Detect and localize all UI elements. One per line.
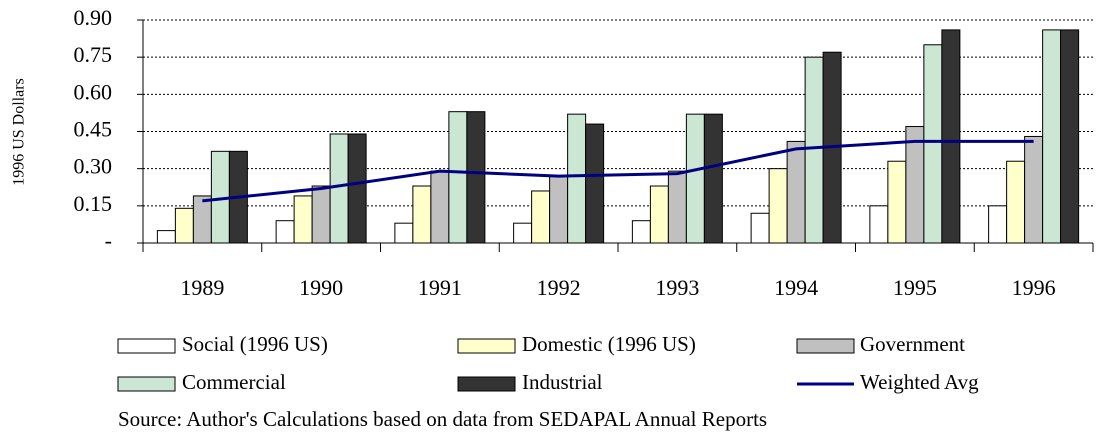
bar: [412, 185, 432, 244]
bar: [531, 190, 551, 244]
bar: [192, 195, 212, 244]
x-tick-label: 1993: [655, 275, 699, 300]
legend-label: Commercial: [182, 370, 286, 394]
bar: [869, 205, 889, 244]
legend-swatch: [796, 338, 855, 354]
bar: [156, 230, 176, 244]
bar: [887, 160, 907, 244]
y-tick-label: 0.15: [74, 191, 113, 216]
legend-label: Weighted Avg: [860, 370, 979, 394]
y-tick-label: 0.75: [74, 42, 113, 67]
y-axis-label: 1996 US Dollars: [11, 78, 28, 186]
bar: [275, 220, 295, 244]
x-tick-label: 1990: [299, 275, 343, 300]
y-tick-label: 0.45: [74, 117, 113, 142]
bar: [394, 222, 414, 244]
line-series: [202, 139, 1034, 203]
legend-swatch: [457, 338, 516, 354]
bar: [549, 175, 569, 244]
bar: [905, 126, 925, 244]
legend-swatch: [117, 338, 176, 354]
bar: [631, 220, 651, 244]
y-tick-label: 0.30: [74, 154, 113, 179]
bar: [174, 207, 194, 244]
y-tick-label: 0.90: [74, 5, 113, 30]
bar: [448, 111, 468, 244]
bar: [923, 44, 943, 244]
x-tick-label: 1992: [537, 275, 581, 300]
bar: [685, 113, 705, 244]
y-tick-label: -: [105, 228, 112, 253]
bar: [466, 111, 486, 244]
source-note: Source: Author's Calculations based on d…: [118, 407, 767, 431]
bar: [667, 170, 687, 244]
bar: [329, 133, 349, 244]
bar: [750, 212, 770, 244]
bar: [768, 168, 788, 244]
legend-swatch: [457, 376, 516, 392]
bar: [703, 113, 723, 244]
bar: [347, 133, 367, 244]
bar: [988, 205, 1008, 244]
bar: [1060, 29, 1080, 244]
x-tick-label: 1996: [1012, 275, 1056, 300]
bar: [430, 170, 450, 244]
bar: [293, 195, 313, 244]
bar: [941, 29, 961, 244]
bar: [513, 222, 533, 244]
bar: [585, 123, 605, 244]
legend-label: Industrial: [522, 370, 603, 394]
bar: [1042, 29, 1062, 244]
x-tick-label: 1995: [893, 275, 937, 300]
bar: [1024, 135, 1044, 244]
legend-label: Government: [860, 332, 965, 356]
legend-label: Social (1996 US): [182, 332, 328, 356]
y-tick-label: 0.60: [74, 79, 113, 104]
x-tick-label: 1994: [774, 275, 818, 300]
bar: [1006, 160, 1026, 244]
legend-label: Domestic (1996 US): [522, 332, 696, 356]
bar: [804, 56, 824, 244]
bar: [567, 113, 587, 244]
bar: [786, 140, 806, 244]
legend-swatch: [117, 376, 176, 392]
bar: [649, 185, 669, 244]
bar: [311, 185, 331, 244]
x-tick-label: 1991: [418, 275, 462, 300]
x-tick-label: 1989: [180, 275, 224, 300]
